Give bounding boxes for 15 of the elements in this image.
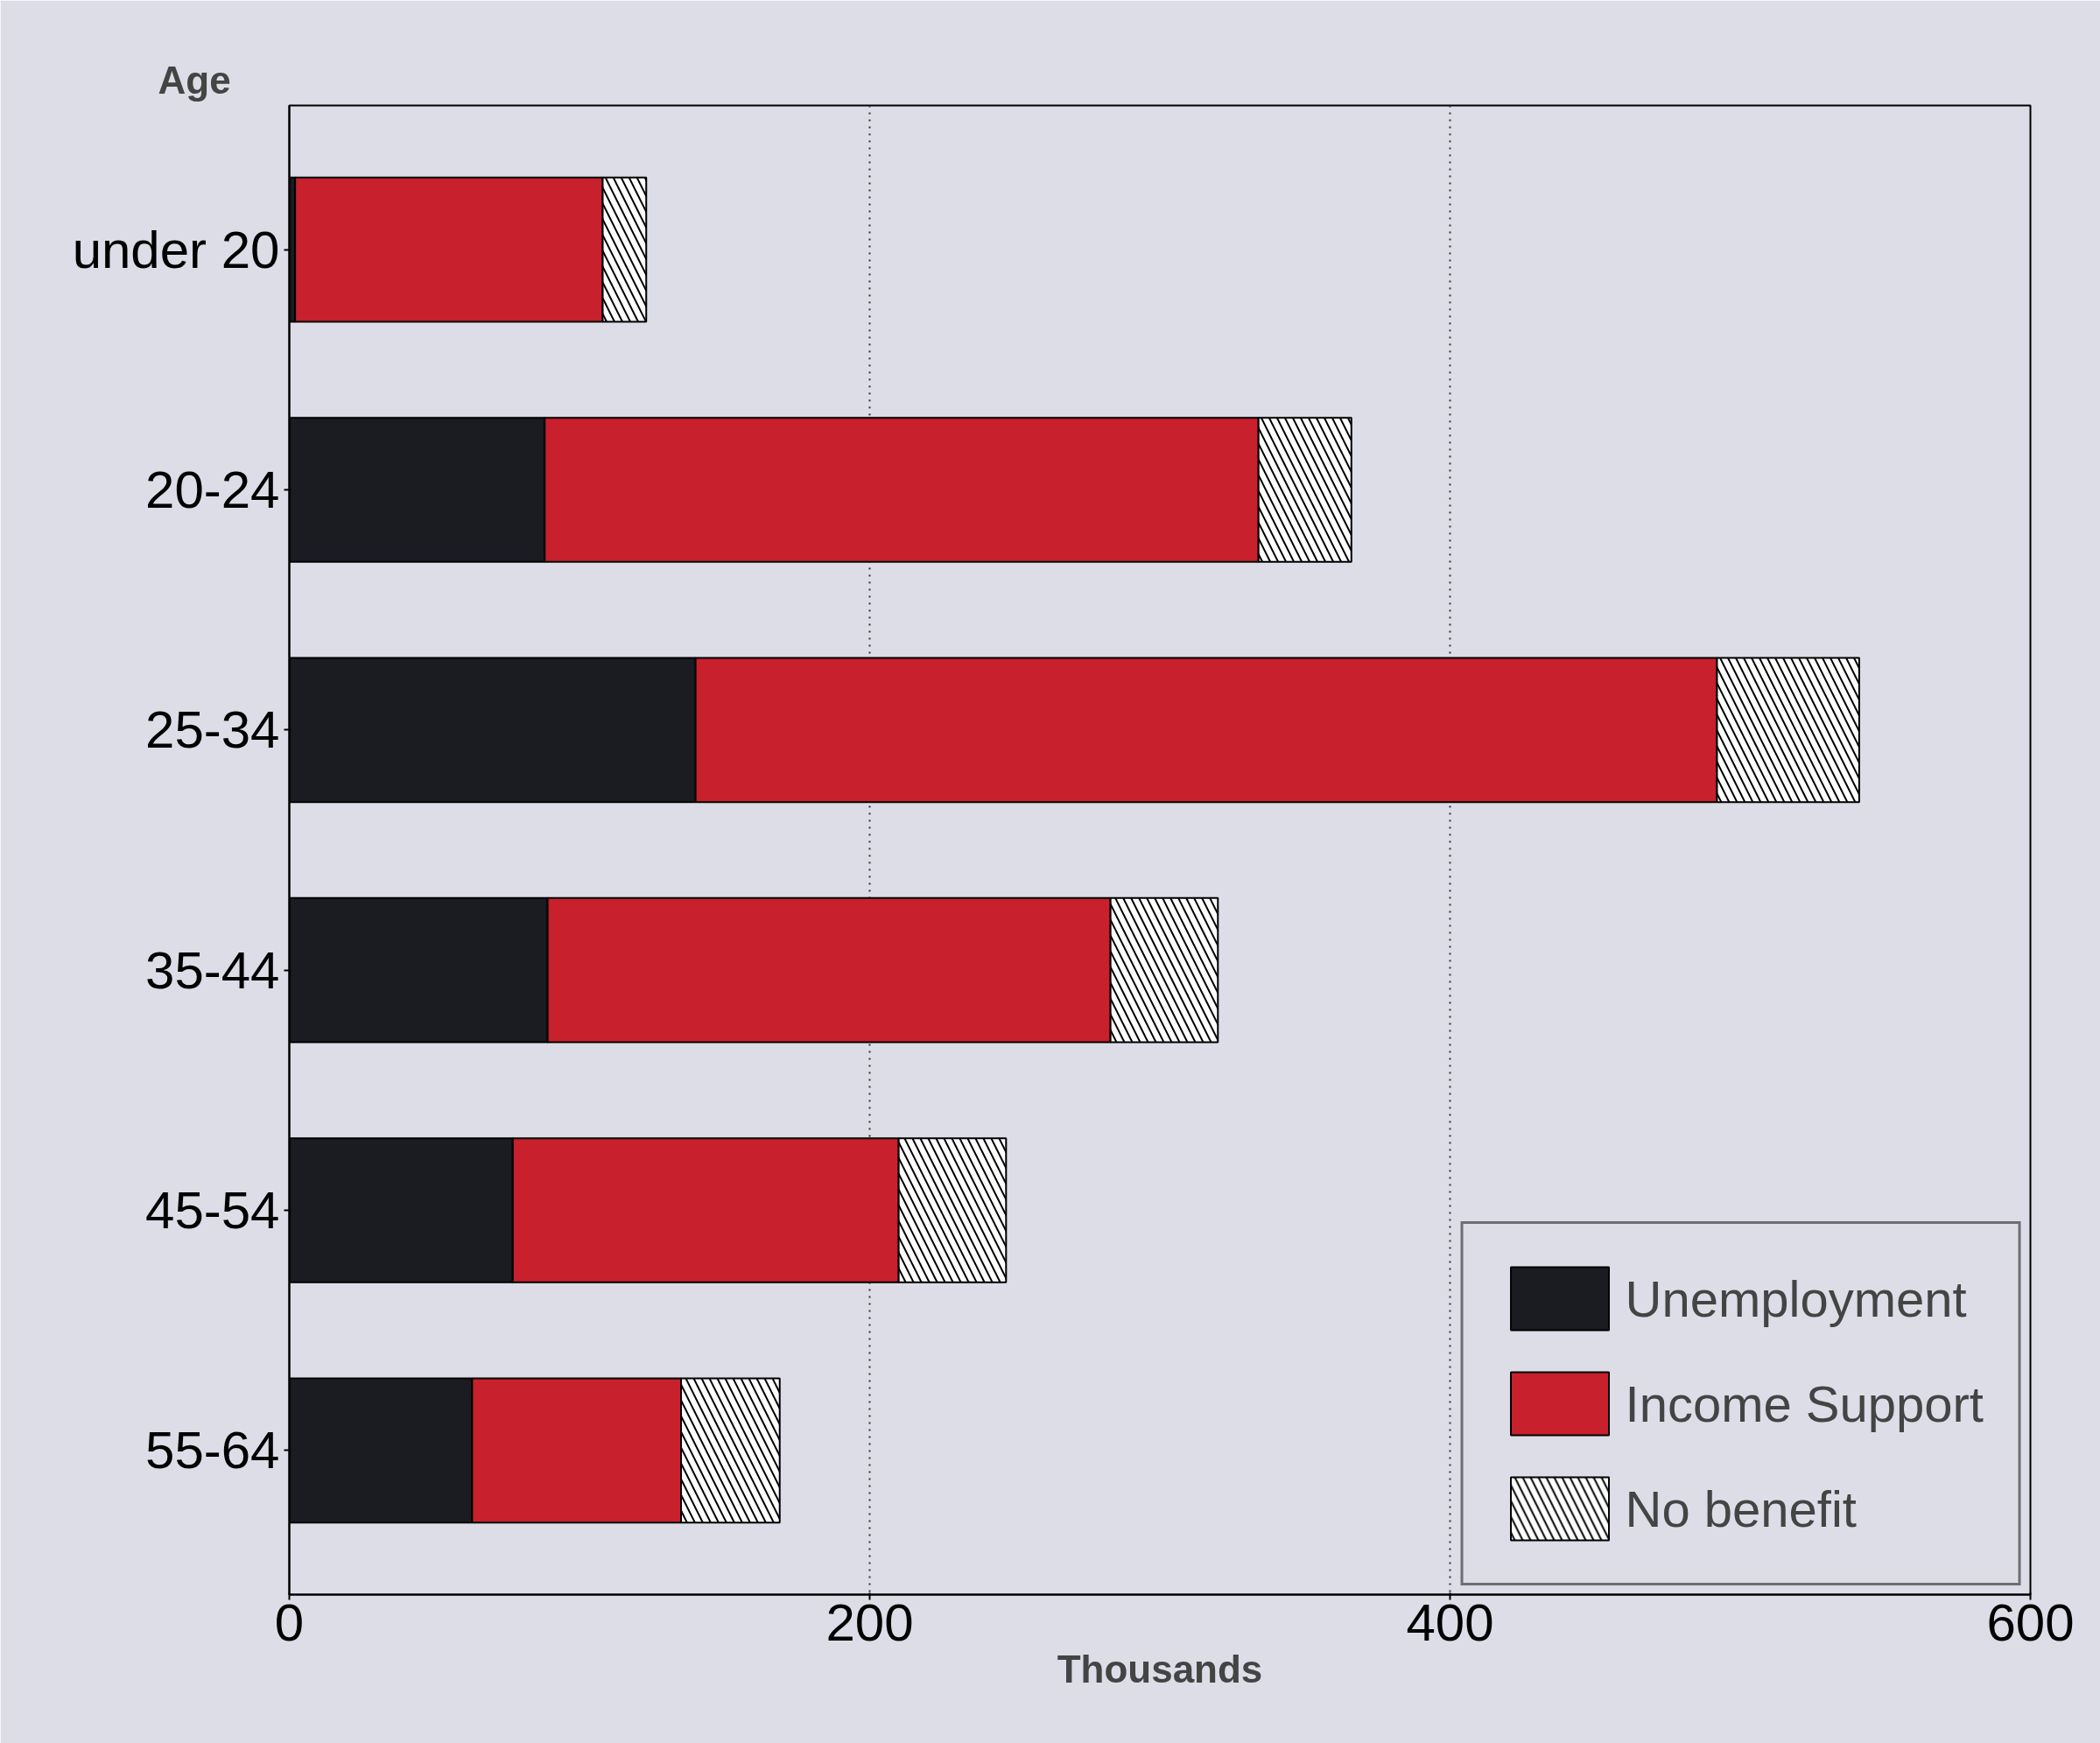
x-tick-label: 200 (825, 1592, 914, 1652)
y-tick-label: under 20 (72, 220, 280, 279)
y-tick-label: 35-44 (145, 940, 280, 1000)
y-tick-label: 20-24 (145, 460, 280, 519)
y-tick-label: 45-54 (145, 1181, 280, 1240)
x-tick-label: 600 (1986, 1592, 2075, 1652)
y-tick-label: 25-34 (145, 700, 280, 760)
x-tick-label: 0 (274, 1592, 305, 1652)
y-tick-label: 55-64 (145, 1421, 280, 1480)
x-axis-title: Thousands (1057, 1647, 1263, 1690)
x-tick-label: 400 (1406, 1592, 1494, 1652)
y-axis-title: Age (158, 58, 231, 102)
legend-label: Unemployment (1625, 1269, 1967, 1328)
legend-label: No benefit (1625, 1479, 1857, 1538)
legend-label: Income Support (1625, 1374, 1984, 1433)
